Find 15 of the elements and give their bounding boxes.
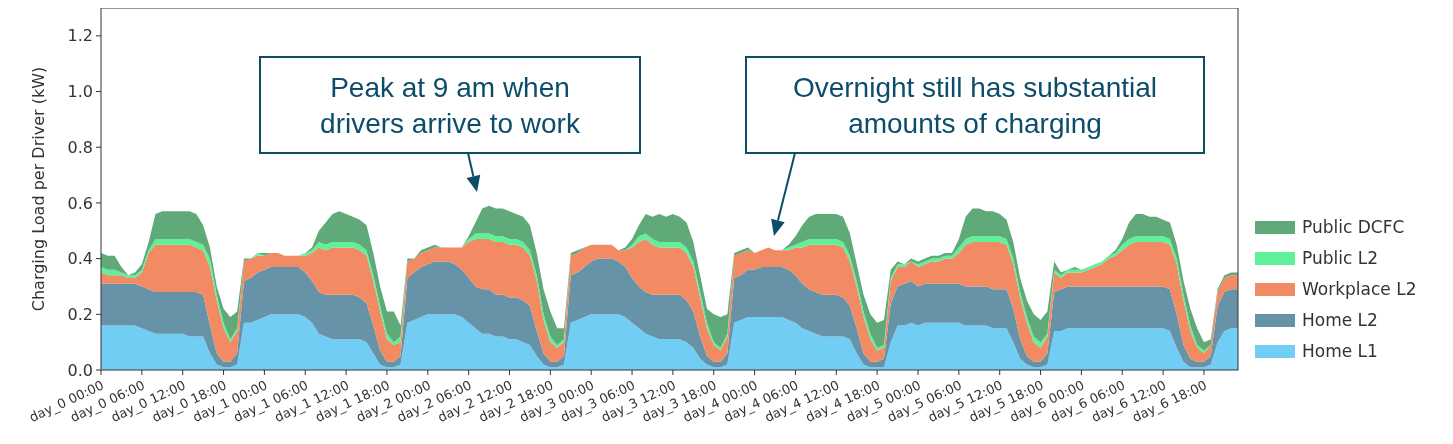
- y-tick-label: 0.0: [67, 360, 93, 380]
- annotation: Overnight still has substantial amounts of charging: [792, 71, 1158, 139]
- y-tick-label: 1.2: [67, 26, 93, 46]
- legend-label: Workplace L2: [1302, 279, 1417, 300]
- y-tick-label: 0.6: [67, 193, 93, 213]
- legend-label: Home L1: [1302, 341, 1378, 362]
- y-tick-label: 0.4: [67, 249, 93, 269]
- y-tick-label: 0.2: [67, 304, 93, 324]
- legend-label: Public DCFC: [1302, 217, 1405, 238]
- y-tick-label: 0.8: [67, 137, 93, 157]
- y-tick-label: 1.0: [67, 82, 93, 102]
- y-axis-title: Charging Load per Driver (kW): [29, 66, 48, 312]
- legend-label: Public L2: [1302, 248, 1379, 269]
- annotation: Peak at 9 am when drivers arrive to work: [320, 71, 581, 139]
- legend-label: Home L2: [1302, 310, 1378, 331]
